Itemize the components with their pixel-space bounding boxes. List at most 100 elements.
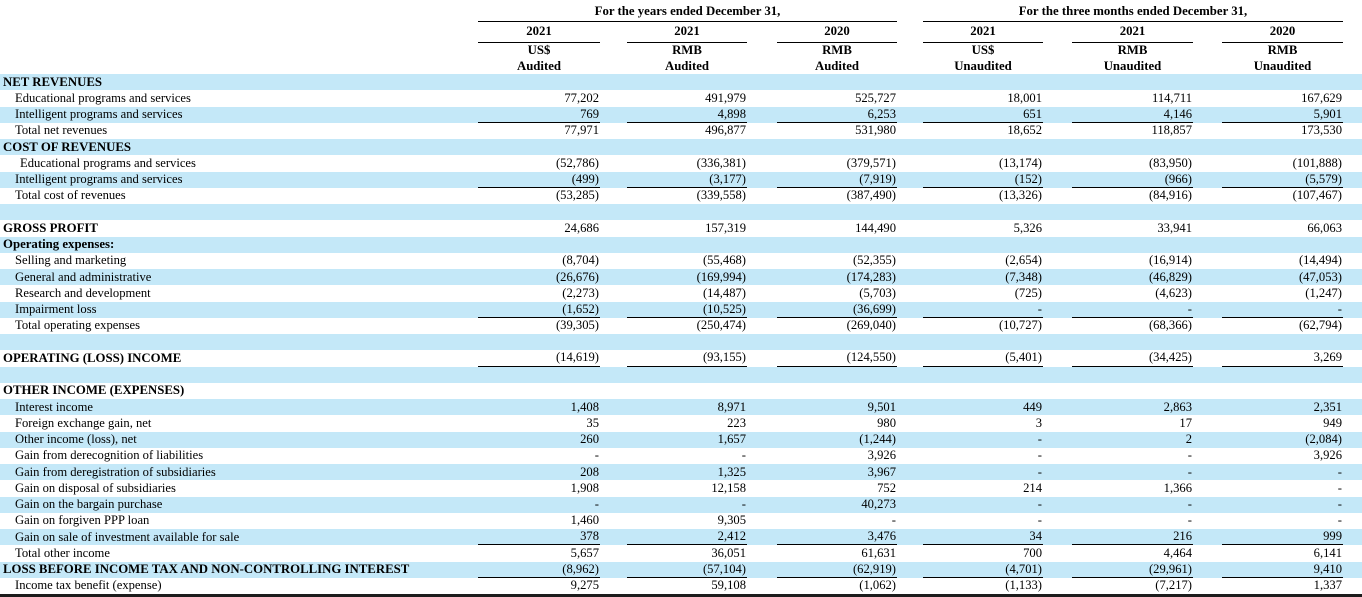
table-header: For the years ended December 31, For the …: [0, 0, 1362, 74]
cell-value: (1,247): [1305, 285, 1342, 300]
section-header-row: Operating expenses:: [0, 236, 1362, 253]
cell-value: (46,829): [1148, 269, 1192, 284]
cell-value: (269,040): [846, 318, 896, 333]
cell-value: 3,269: [1222, 350, 1343, 367]
cell-value: 40,273: [861, 497, 896, 512]
cell-value: (8,704): [562, 253, 599, 268]
header-year-row: 2021 2021 2020 2021 2021 2020: [0, 22, 1362, 43]
column-currency: RMB: [1267, 43, 1298, 57]
cell-value: (339,558): [696, 188, 746, 203]
cell-value: (3,177): [627, 172, 747, 188]
spacer-row: [0, 204, 1362, 221]
cell-value: 173,530: [1301, 123, 1342, 138]
table-row: Gain on forgiven PPP loan 1,460 9,305 - - - -: [0, 513, 1362, 529]
row-label: NET REVENUES: [3, 74, 102, 89]
column-audit-status: Unaudited: [1253, 59, 1312, 73]
cell-value: 9,501: [867, 399, 896, 414]
cell-value: -: [594, 448, 599, 463]
column-year: 2020: [1222, 24, 1343, 43]
column-year: 2021: [923, 24, 1043, 43]
row-label: Educational programs and services: [15, 90, 191, 105]
column-audit-status: Audited: [814, 59, 860, 73]
cell-value: -: [923, 302, 1043, 318]
cell-value: 5,326: [1013, 220, 1042, 235]
cell-value: 9,410: [1222, 562, 1343, 578]
table-body: NET REVENUES Educational programs and ser…: [0, 74, 1362, 594]
cell-value: 77,202: [564, 90, 599, 105]
row-label: COST OF REVENUES: [3, 139, 131, 154]
table-row: Gain on sale of investment available for…: [0, 529, 1362, 546]
cell-value: 4,464: [1163, 545, 1192, 560]
table-row: Total other income 5,657 36,051 61,631 700 4,…: [0, 545, 1362, 561]
cell-value: 769: [478, 107, 600, 123]
cell-value: (14,619): [478, 350, 600, 367]
cell-value: (39,305): [555, 318, 599, 333]
row-label: Intelligent programs and services: [15, 172, 183, 187]
column-audit-status: Unaudited: [1103, 59, 1162, 73]
cell-value: (13,174): [998, 155, 1042, 170]
cell-value: 36,051: [711, 545, 746, 560]
column-audit-status: Audited: [664, 59, 710, 73]
row-label: Intelligent programs and services: [15, 107, 183, 122]
cell-value: 18,652: [1007, 123, 1042, 138]
column-currency: US$: [971, 43, 995, 57]
cell-value: (57,104): [627, 562, 747, 578]
cell-value: 214: [1023, 480, 1042, 495]
cell-value: 496,877: [705, 123, 746, 138]
row-label: Educational programs and services: [20, 155, 196, 170]
cell-value: 3,926: [1313, 448, 1342, 463]
cell-value: (174,283): [846, 269, 896, 284]
table-row: Educational programs and services (52,786…: [0, 155, 1362, 171]
cell-value: 33,941: [1157, 220, 1192, 235]
cell-value: 223: [727, 415, 746, 430]
cell-value: 9,275: [570, 578, 599, 593]
cell-value: (13,326): [998, 188, 1042, 203]
cell-value: -: [1037, 448, 1042, 463]
table-row: Educational programs and services 77,202 4…: [0, 90, 1362, 106]
cell-value: (84,916): [1148, 188, 1192, 203]
cell-value: (7,348): [1005, 269, 1042, 284]
cell-value: (7,217): [1155, 578, 1192, 593]
cell-value: (107,467): [1292, 188, 1342, 203]
cell-value: 949: [1323, 415, 1342, 430]
cell-value: (55,468): [702, 253, 746, 268]
cell-value: -: [1037, 432, 1042, 447]
cell-value: (93,155): [627, 350, 747, 367]
cell-value: -: [594, 497, 599, 512]
table-row: Foreign exchange gain, net 35 223 980 3 17 949: [0, 415, 1362, 431]
table-row: Intelligent programs and services (499) (3…: [0, 171, 1362, 188]
cell-value: (53,285): [555, 188, 599, 203]
table-row: Total net revenues 77,971 496,877 531,980 18…: [0, 123, 1362, 139]
cell-value: 8,971: [717, 399, 746, 414]
table-bottom-rule: [0, 594, 1362, 597]
cell-value: 4,898: [627, 107, 747, 123]
row-label: Gain on disposal of subsidiaries: [15, 480, 176, 495]
cell-value: 216: [1072, 529, 1193, 546]
cell-value: 1,366: [1163, 480, 1192, 495]
row-label: Gain from deregistration of subsidiaries: [15, 464, 216, 479]
cell-value: (2,084): [1305, 432, 1342, 447]
column-year: 2021: [478, 24, 600, 43]
column-audit-status: Audited: [516, 59, 562, 73]
cell-value: 17: [1179, 415, 1192, 430]
row-label: Gain on the bargain purchase: [15, 497, 163, 512]
table-row: OPERATING (LOSS) INCOME (14,619) (93,155) (…: [0, 350, 1362, 367]
cell-value: 24,686: [564, 220, 599, 235]
table-row: Impairment loss (1,652) (10,525) (36,699) - -…: [0, 301, 1362, 318]
cell-value: 3: [1035, 415, 1042, 430]
cell-value: 34: [923, 529, 1043, 546]
cell-value: (34,425): [1072, 350, 1193, 367]
row-label: OTHER INCOME (EXPENSES): [3, 383, 185, 398]
cell-value: 61,631: [861, 545, 896, 560]
column-group-title: For the years ended December 31,: [478, 3, 897, 22]
table-row: Total operating expenses (39,305) (250,474…: [0, 318, 1362, 334]
column-currency: US$: [527, 43, 551, 57]
cell-value: (101,888): [1292, 155, 1342, 170]
cell-value: (2,273): [562, 285, 599, 300]
cell-value: 9,305: [717, 513, 746, 528]
cell-value: -: [741, 497, 746, 512]
cell-value: 260: [580, 432, 599, 447]
cell-value: 2,412: [627, 529, 747, 546]
cell-value: (966): [1072, 172, 1193, 188]
